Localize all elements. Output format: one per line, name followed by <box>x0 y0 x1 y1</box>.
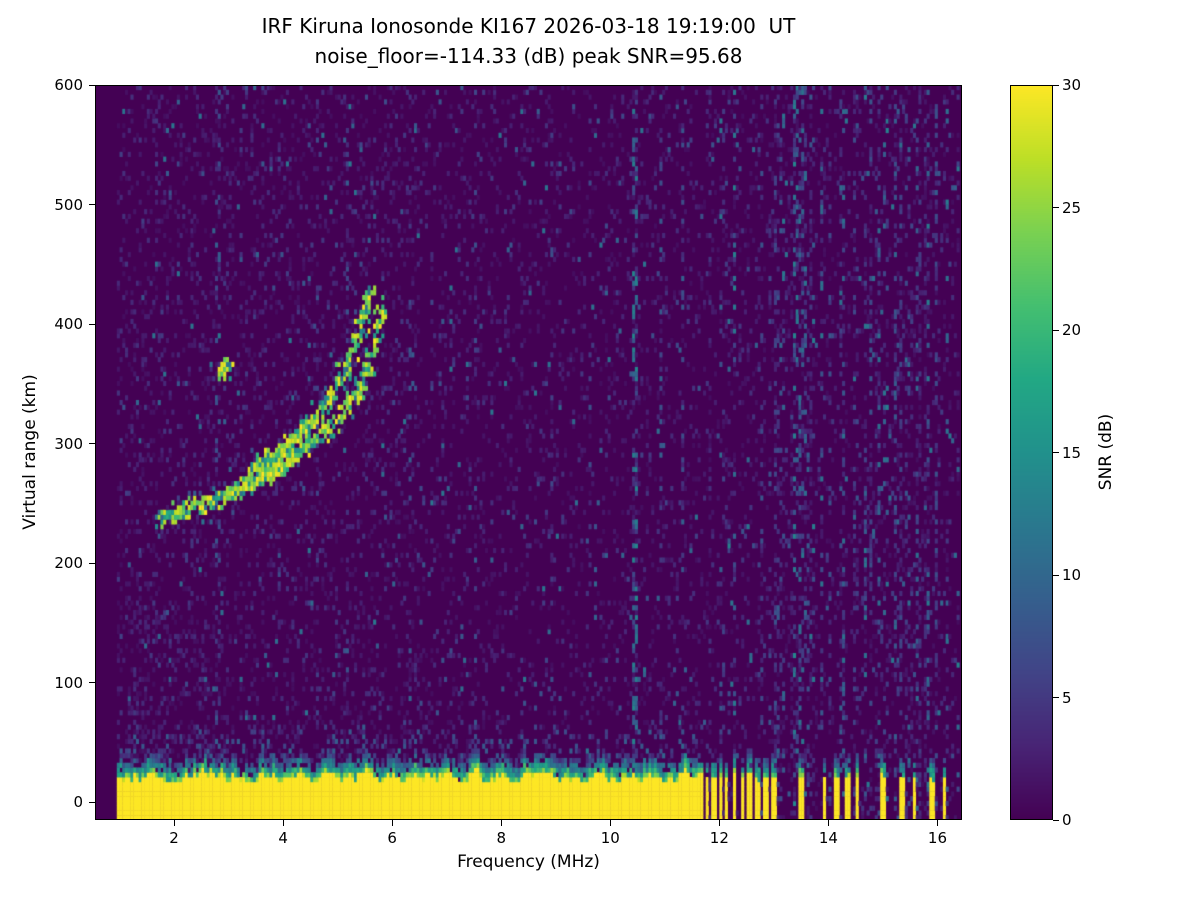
y-tick-mark <box>89 801 95 803</box>
colorbar-tick-mark <box>1053 574 1059 576</box>
chart-title: IRF Kiruna Ionosonde KI167 2026-03-18 19… <box>261 14 796 38</box>
x-tick-label: 12 <box>709 829 729 847</box>
x-tick-mark <box>827 820 829 826</box>
y-tick-mark <box>89 682 95 684</box>
x-tick-mark <box>936 820 938 826</box>
x-tick-label: 2 <box>169 829 179 847</box>
colorbar-tick-label: 0 <box>1062 811 1072 829</box>
y-tick-label: 0 <box>73 793 83 812</box>
y-tick-label: 600 <box>54 76 83 94</box>
colorbar-tick-mark <box>1053 697 1059 698</box>
colorbar-tick-label: 15 <box>1062 443 1082 462</box>
y-tick-mark <box>89 323 95 325</box>
y-tick-mark <box>89 204 95 205</box>
chart-subtitle: noise_floor=-114.33 (dB) peak SNR=95.68 <box>314 44 743 68</box>
y-tick-mark <box>89 443 95 445</box>
x-tick-mark <box>282 820 284 826</box>
y-tick-label: 200 <box>54 554 83 573</box>
ionogram-heatmap <box>95 85 962 820</box>
x-tick-mark <box>718 820 720 826</box>
x-axis-label: Frequency (MHz) <box>457 852 600 872</box>
x-tick-label: 8 <box>496 829 507 847</box>
colorbar-tick-label: 30 <box>1062 76 1082 94</box>
y-tick-mark <box>89 84 95 86</box>
colorbar-tick-label: 10 <box>1062 566 1082 584</box>
colorbar-tick-mark <box>1053 329 1059 331</box>
colorbar-tick-mark <box>1053 207 1059 208</box>
y-tick-label: 100 <box>54 673 83 692</box>
colorbar-tick-mark <box>1053 84 1059 86</box>
colorbar-tick-mark <box>1053 819 1059 821</box>
x-tick-mark <box>173 820 175 826</box>
colorbar-tick-label: 25 <box>1062 198 1082 217</box>
x-tick-label: 14 <box>818 829 838 847</box>
y-tick-mark <box>89 562 95 564</box>
colorbar <box>1010 85 1053 820</box>
x-tick-mark <box>609 820 611 826</box>
y-tick-label: 300 <box>54 434 83 453</box>
x-tick-label: 6 <box>387 829 397 847</box>
colorbar-tick-mark <box>1053 452 1059 453</box>
x-tick-label: 16 <box>927 829 947 847</box>
x-tick-label: 10 <box>600 829 620 847</box>
colorbar-label: SNR (dB) <box>1096 413 1116 491</box>
x-tick-label: 4 <box>278 829 288 847</box>
y-tick-label: 400 <box>54 315 83 334</box>
x-tick-mark <box>391 820 393 826</box>
x-tick-mark <box>500 820 502 826</box>
colorbar-tick-label: 5 <box>1062 688 1072 707</box>
colorbar-tick-label: 20 <box>1062 321 1082 339</box>
y-tick-label: 500 <box>54 195 83 214</box>
